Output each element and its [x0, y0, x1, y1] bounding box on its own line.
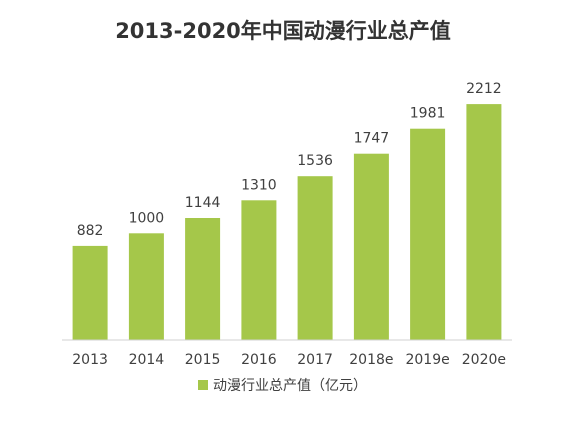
bar-2019e	[410, 128, 446, 340]
x-tick-labels: 2013 2014 2015 2016 2017 2018e 2019e 2020e	[72, 352, 506, 368]
legend-swatch	[198, 380, 208, 390]
legend-label: 动漫行业总产值（亿元）	[213, 378, 367, 394]
bar-2014	[128, 233, 164, 340]
bar-2020e	[466, 104, 502, 340]
x-tick-2019e: 2019e	[405, 352, 449, 368]
x-tick-2017: 2017	[297, 352, 333, 368]
bars-layer	[72, 104, 502, 340]
x-tick-2014: 2014	[129, 352, 165, 368]
bar-2013	[72, 245, 108, 340]
value-label-2020e: 2212	[466, 81, 502, 97]
x-tick-2020e: 2020e	[462, 352, 506, 368]
value-label-2013: 882	[77, 223, 104, 239]
x-tick-2016: 2016	[241, 352, 277, 368]
value-label-2018e: 1747	[354, 131, 390, 147]
x-tick-2013: 2013	[72, 352, 108, 368]
bar-2018e	[353, 153, 389, 340]
value-label-2015: 1144	[185, 195, 221, 211]
legend: 动漫行业总产值（亿元）	[198, 378, 367, 394]
bar-2017	[297, 176, 333, 340]
x-tick-2018e: 2018e	[349, 352, 393, 368]
value-label-2019e: 1981	[410, 106, 446, 122]
value-label-2014: 1000	[129, 210, 165, 226]
bar-2015	[185, 218, 221, 340]
value-label-2017: 1536	[297, 153, 333, 169]
bar-2016	[241, 200, 277, 340]
x-tick-2015: 2015	[185, 352, 221, 368]
value-label-2016: 1310	[241, 177, 277, 193]
chart-title: 2013-2020年中国动漫行业总产值	[115, 19, 451, 43]
value-labels-layer: 882 1000 1144 1310 1536 1747 1981 2212	[77, 81, 502, 239]
